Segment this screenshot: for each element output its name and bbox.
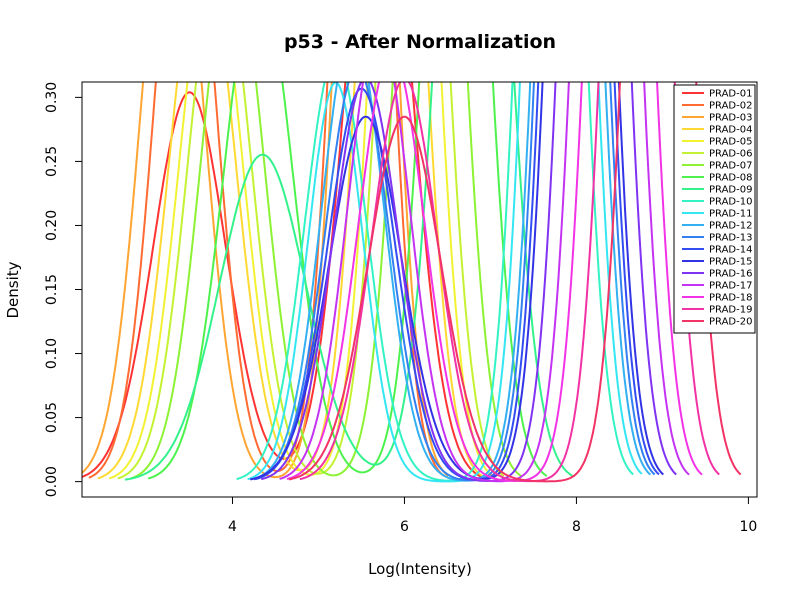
x-tick-label: 6: [400, 519, 409, 535]
series-line-prad-09: [124, 82, 573, 481]
y-axis: 0.00 0.05 0.10 0.15 0.20 0.25 0.30: [44, 82, 83, 497]
y-tick-label: 0.20: [44, 210, 60, 241]
y-tick-label: 0.25: [44, 146, 60, 177]
y-tick-label: 0.10: [44, 338, 60, 369]
y-tick-label: 0.05: [44, 402, 60, 433]
legend-label: PRAD-15: [709, 257, 752, 268]
legend-box: [673, 84, 756, 334]
series-layer: [82, 82, 742, 483]
series-line-prad-17: [279, 82, 690, 483]
series-line-prad-04: [97, 82, 483, 480]
series-line-prad-12: [253, 82, 652, 482]
series-line-prad-20: [288, 82, 742, 483]
legend-label: PRAD-20: [709, 317, 752, 328]
x-tick-label: 10: [739, 519, 757, 535]
series-line-prad-07: [130, 82, 522, 480]
legend-label: PRAD-09: [709, 185, 752, 196]
x-tick-label: 8: [572, 519, 581, 535]
legend-label: PRAD-16: [709, 269, 752, 280]
legend-label: PRAD-05: [709, 137, 752, 148]
series-line-prad-10: [236, 82, 634, 482]
legend-label: PRAD-07: [709, 161, 752, 172]
y-tick-label: 0.15: [44, 274, 60, 305]
series-line-prad-11: [247, 82, 643, 483]
series-line-prad-18: [286, 82, 703, 482]
legend-label: PRAD-08: [709, 173, 752, 184]
series-line-prad-13: [255, 82, 656, 482]
y-axis-label: Density: [4, 261, 22, 318]
series-line-prad-06: [117, 82, 505, 480]
y-tick-label: 0.00: [44, 466, 60, 497]
legend-label: PRAD-13: [709, 233, 752, 244]
legend-label: PRAD-19: [709, 305, 752, 316]
series-line-prad-15: [250, 82, 664, 481]
legend-label: PRAD-17: [709, 281, 752, 292]
legend-label: PRAD-11: [709, 209, 752, 220]
legend-label: PRAD-01: [709, 89, 752, 100]
legend-label: PRAD-06: [709, 149, 752, 160]
legend-label: PRAD-12: [709, 221, 752, 232]
legend-label: PRAD-02: [709, 101, 752, 112]
x-axis-label: Log(Intensity): [368, 560, 472, 578]
legend-label: PRAD-10: [709, 197, 752, 208]
legend-label: PRAD-18: [709, 293, 752, 304]
series-line-prad-05: [108, 82, 494, 480]
series-line-prad-14: [253, 82, 660, 481]
x-axis: 4 6 8 10: [228, 496, 757, 535]
y-tick-label: 0.30: [44, 82, 60, 113]
legend-label: PRAD-04: [709, 125, 752, 136]
series-line-prad-08: [147, 82, 548, 480]
legend-label: PRAD-14: [709, 245, 752, 256]
x-tick-label: 4: [228, 519, 237, 535]
legend-label: PRAD-03: [709, 113, 752, 124]
chart-title: p53 - After Normalization: [284, 31, 556, 53]
legend: PRAD-01PRAD-02PRAD-03PRAD-04PRAD-05PRAD-…: [673, 84, 756, 334]
series-line-prad-16: [260, 82, 677, 482]
